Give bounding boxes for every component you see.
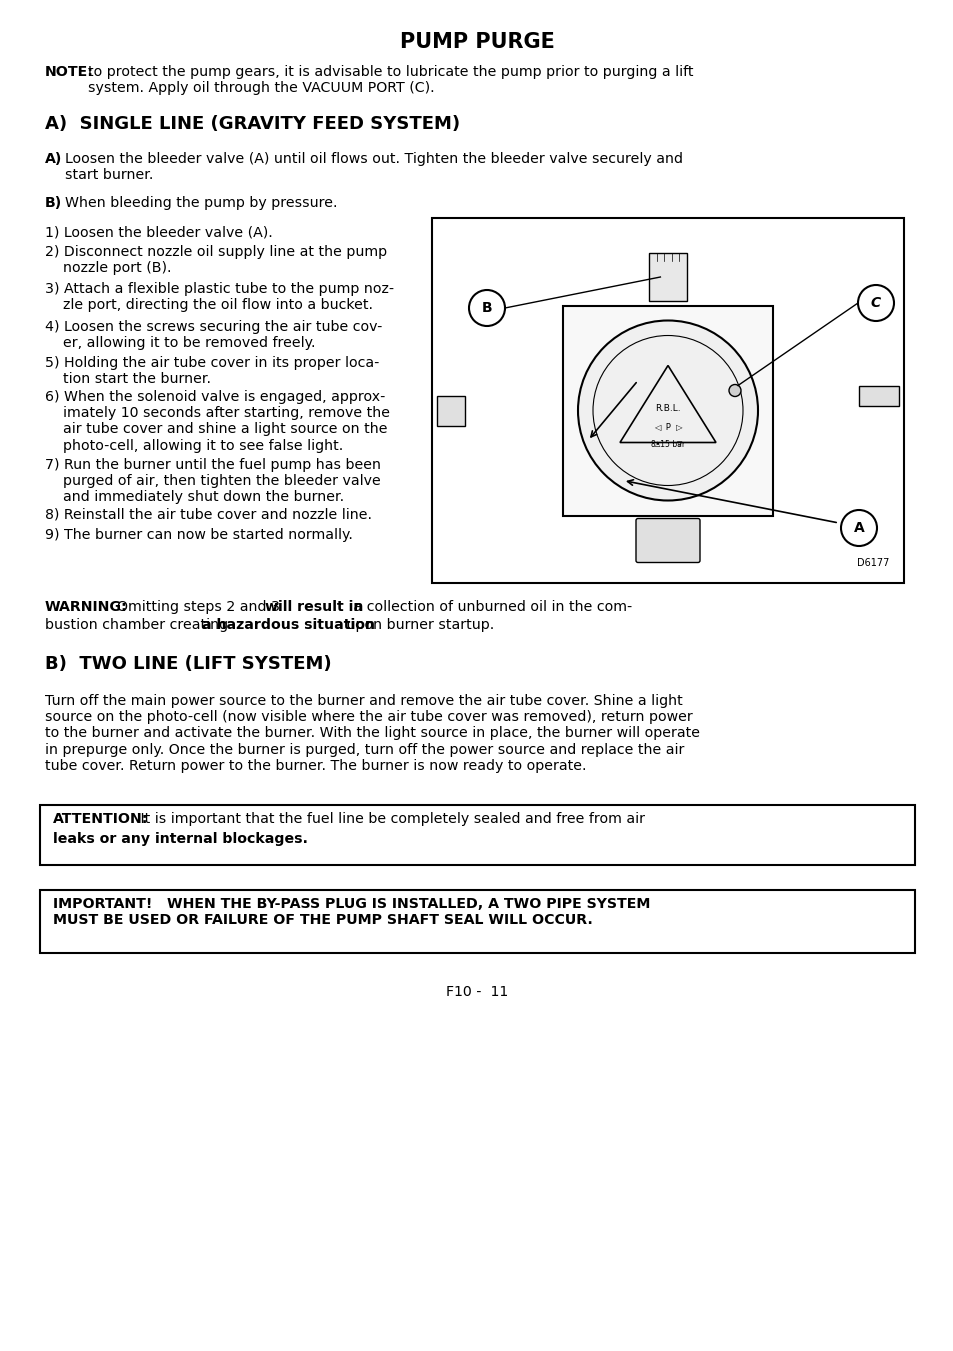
Text: 5) Holding the air tube cover in its proper loca-
    tion start the burner.: 5) Holding the air tube cover in its pro… [45,357,379,386]
Text: ATTENTION:: ATTENTION: [53,812,149,825]
Text: 1) Loosen the bleeder valve (A).: 1) Loosen the bleeder valve (A). [45,226,273,239]
Text: NOTE:: NOTE: [45,65,94,78]
Text: 7) Run the burner until the fuel pump has been
    purged of air, then tighten t: 7) Run the burner until the fuel pump ha… [45,458,380,504]
Text: It is important that the fuel line be completely sealed and free from air: It is important that the fuel line be co… [136,812,644,825]
Text: upon burner startup.: upon burner startup. [341,617,494,632]
Bar [648,253,686,301]
Text: will result in: will result in [265,600,363,613]
Circle shape [857,285,893,322]
Text: to protect the pump gears, it is advisable to lubricate the pump prior to purgin: to protect the pump gears, it is advisab… [88,65,693,95]
FancyBboxPatch shape [636,519,700,562]
Text: WARNING:: WARNING: [45,600,128,613]
Text: Turn off the main power source to the burner and remove the air tube cover. Shin: Turn off the main power source to the bu… [45,694,700,773]
Text: bustion chamber creating: bustion chamber creating [45,617,233,632]
Bar [436,396,464,426]
Circle shape [469,290,504,326]
Bar [432,218,903,584]
Text: A: A [853,521,863,535]
Text: Omitting steps 2 and 3: Omitting steps 2 and 3 [117,600,284,613]
Text: 6) When the solenoid valve is engaged, approx-
    imately 10 seconds after star: 6) When the solenoid valve is engaged, a… [45,390,390,453]
Text: ▽: ▽ [677,442,682,447]
Text: R.B.L.: R.B.L. [655,404,680,413]
Circle shape [841,509,876,546]
Text: F10 -  11: F10 - 11 [445,985,508,998]
Text: 3) Attach a flexible plastic tube to the pump noz-
    zle port, directing the o: 3) Attach a flexible plastic tube to the… [45,282,394,312]
Text: A): A) [45,153,62,166]
Text: leaks or any internal blockages.: leaks or any internal blockages. [53,832,308,846]
Text: Loosen the bleeder valve (A) until oil flows out. Tighten the bleeder valve secu: Loosen the bleeder valve (A) until oil f… [65,153,682,182]
Text: When bleeding the pump by pressure.: When bleeding the pump by pressure. [65,196,337,209]
Text: 8) Reinstall the air tube cover and nozzle line.: 8) Reinstall the air tube cover and nozz… [45,508,372,521]
Bar [40,805,914,865]
Text: a hazardous situation: a hazardous situation [202,617,375,632]
Text: a collection of unburned oil in the com-: a collection of unburned oil in the com- [349,600,632,613]
Text: D6177: D6177 [856,558,888,567]
Text: IMPORTANT!   WHEN THE BY-PASS PLUG IS INSTALLED, A TWO PIPE SYSTEM
MUST BE USED : IMPORTANT! WHEN THE BY-PASS PLUG IS INST… [53,897,650,927]
Bar [562,305,772,516]
Text: C: C [870,296,881,309]
Text: A)  SINGLE LINE (GRAVITY FEED SYSTEM): A) SINGLE LINE (GRAVITY FEED SYSTEM) [45,115,459,132]
Text: 4) Loosen the screws securing the air tube cov-
    er, allowing it to be remove: 4) Loosen the screws securing the air tu… [45,320,382,350]
Bar [40,890,914,952]
Text: B: B [481,301,492,315]
Text: 2) Disconnect nozzle oil supply line at the pump
    nozzle port (B).: 2) Disconnect nozzle oil supply line at … [45,245,387,276]
Circle shape [728,385,740,396]
Circle shape [578,320,758,500]
Text: B)  TWO LINE (LIFT SYSTEM): B) TWO LINE (LIFT SYSTEM) [45,655,332,673]
Text: △: △ [655,442,660,447]
Text: ◁  P  ▷: ◁ P ▷ [653,422,681,431]
Text: PUMP PURGE: PUMP PURGE [399,32,554,51]
Text: 9) The burner can now be started normally.: 9) The burner can now be started normall… [45,528,353,542]
Bar [858,385,898,405]
Text: 8•15 bar: 8•15 bar [650,440,684,449]
Text: B): B) [45,196,62,209]
